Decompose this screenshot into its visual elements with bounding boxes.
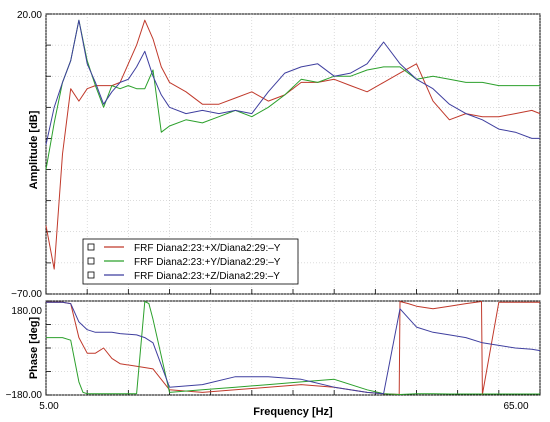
- amplitude-ylabel: Amplitude [dB]: [28, 110, 40, 189]
- amplitude-series: [45, 19, 541, 270]
- amplitude-series-line-3: [45, 19, 540, 145]
- amplitude-ytick-min: −70.00: [11, 289, 42, 300]
- xtick-min: 5.00: [39, 401, 59, 412]
- phase-series-line-2: [46, 301, 540, 395]
- legend-item[interactable]: FRF Diana2:23:+Y/Diana2:29:–Y: [87, 257, 281, 268]
- amplitude-series-line-1: [45, 19, 541, 270]
- phase-ylabel: Phase [deg]: [28, 316, 40, 379]
- legend-checkbox[interactable]: [87, 257, 95, 265]
- legend-item[interactable]: FRF Diana2:23:+Z/Diana2:29:–Y: [87, 271, 280, 282]
- legend-label-1: FRF Diana2:23:+X/Diana2:29:–Y: [134, 243, 281, 254]
- phase-ytick-min: −180.00: [6, 390, 43, 401]
- legend-checkbox[interactable]: [87, 243, 95, 251]
- phase-grid: [45, 300, 541, 396]
- legend-label-2: FRF Diana2:23:+Y/Diana2:29:–Y: [134, 257, 281, 268]
- phase-series: [46, 301, 541, 395]
- legend-label-3: FRF Diana2:23:+Z/Diana2:29:–Y: [134, 271, 280, 282]
- xtick-max: 65.00: [503, 401, 528, 412]
- legend-item[interactable]: FRF Diana2:23:+X/Diana2:29:–Y: [87, 243, 281, 254]
- legend-checkbox[interactable]: [87, 271, 95, 279]
- amplitude-ytick-max: 20.00: [17, 10, 42, 21]
- phase-series-line-1: [46, 301, 540, 395]
- phase-series-line-3: [46, 301, 541, 395]
- amplitude-grid: [45, 13, 541, 295]
- x-axis-label: Frequency [Hz]: [253, 406, 333, 418]
- legend: FRF Diana2:23:+X/Diana2:29:–Y FRF Diana2…: [82, 238, 299, 285]
- phase-ytick-max: 180.00: [11, 306, 42, 317]
